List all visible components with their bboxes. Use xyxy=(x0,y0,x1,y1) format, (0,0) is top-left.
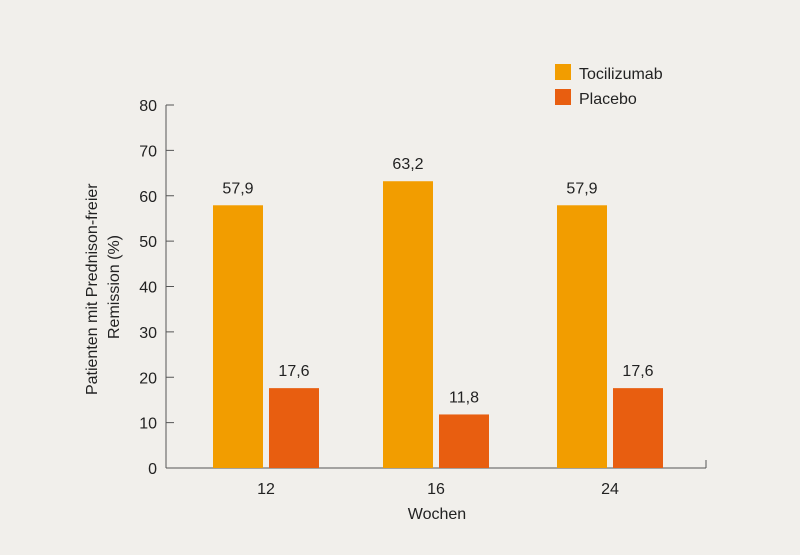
legend-label-tocilizumab: Tocilizumab xyxy=(579,66,663,83)
y-tick-label: 10 xyxy=(139,416,157,433)
y-tick-label: 50 xyxy=(139,234,157,251)
x-axis-title: Wochen xyxy=(408,506,466,523)
y-tick-label: 20 xyxy=(139,370,157,387)
legend-swatch-placebo xyxy=(555,89,571,105)
legend-item-placebo: Placebo xyxy=(555,89,637,108)
y-tick-label: 70 xyxy=(139,143,157,160)
legend-item-tocilizumab: Tocilizumab xyxy=(555,64,663,83)
axes: 0 10 20 30 40 50 60 70 80 12 16 24 xyxy=(139,98,707,498)
legend: Tocilizumab Placebo xyxy=(555,64,663,108)
x-tick-label: 12 xyxy=(257,481,275,498)
data-label-placebo-24: 17,6 xyxy=(622,363,653,380)
bars xyxy=(213,181,663,469)
data-label-tocilizumab-16: 63,2 xyxy=(392,156,423,173)
x-tick-label: 16 xyxy=(427,481,445,498)
bar-placebo-24 xyxy=(613,388,663,468)
y-axis-title: Patienten mit Prednison-freier Remission… xyxy=(84,179,123,395)
x-tick-label: 24 xyxy=(601,481,619,498)
bar-tocilizumab-16 xyxy=(383,181,433,469)
legend-label-placebo: Placebo xyxy=(579,91,637,108)
data-label-tocilizumab-24: 57,9 xyxy=(566,180,597,197)
y-axis-title-line-2: Remission (%) xyxy=(106,235,123,339)
data-label-placebo-16: 11,8 xyxy=(449,389,479,406)
y-tick-label: 60 xyxy=(139,189,157,206)
y-tick-label: 0 xyxy=(148,461,157,478)
y-tick-label: 80 xyxy=(139,98,157,115)
data-label-placebo-12: 17,6 xyxy=(278,363,309,380)
data-label-tocilizumab-12: 57,9 xyxy=(222,180,253,197)
bar-placebo-12 xyxy=(269,388,319,468)
bar-tocilizumab-12 xyxy=(213,205,263,468)
legend-swatch-tocilizumab xyxy=(555,64,571,80)
data-labels: 57,9 63,2 57,9 17,6 11,8 17,6 xyxy=(222,156,653,406)
y-tick-label: 30 xyxy=(139,325,157,342)
bar-tocilizumab-24 xyxy=(557,205,607,468)
y-axis-title-line-1: Patienten mit Prednison-freier xyxy=(84,183,101,395)
y-tick-label: 40 xyxy=(139,280,157,297)
bar-placebo-16 xyxy=(439,414,489,468)
